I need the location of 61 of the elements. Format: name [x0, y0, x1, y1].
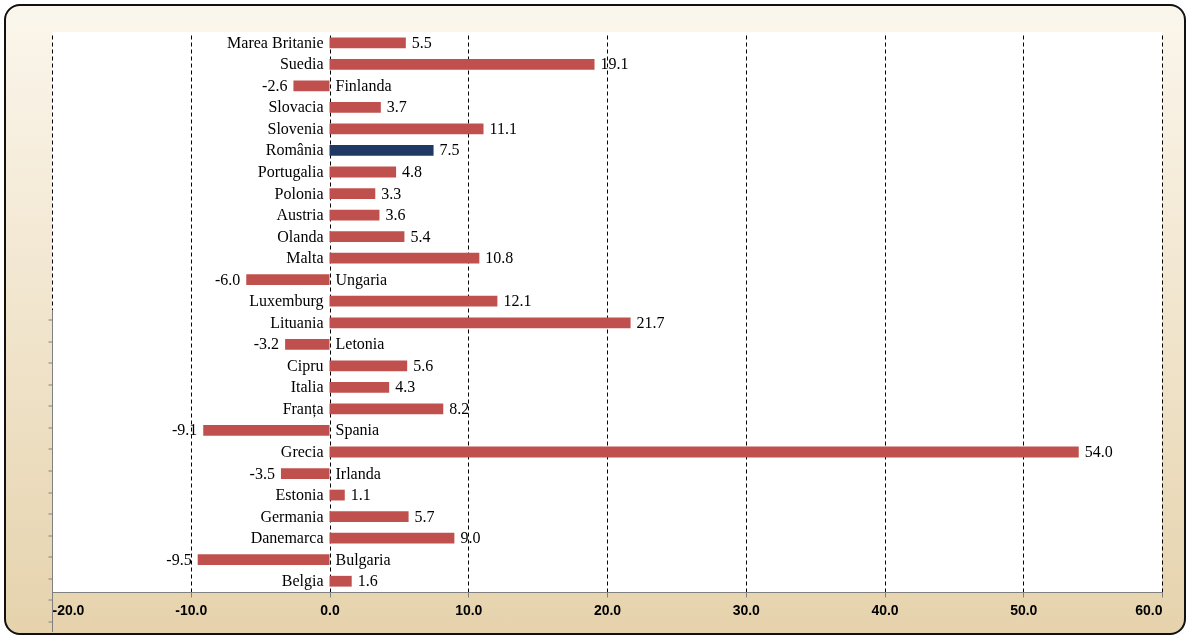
x-tick-label: 40.0	[871, 601, 899, 618]
y-tick-label: Luxemburg	[249, 292, 324, 311]
data-label: -9.5	[166, 550, 192, 568]
y-tick-label: Suedia	[279, 55, 324, 73]
data-label: -2.6	[262, 76, 288, 94]
y-tick-label: Olanda	[277, 227, 324, 245]
data-label: 5.7	[414, 507, 435, 525]
data-label: 9.0	[460, 529, 481, 547]
y-tick-label: Finlanda	[335, 76, 392, 94]
y-tick-label: Italia	[290, 378, 324, 396]
x-tick-label: 20.0	[593, 601, 622, 618]
data-label: 19.1	[600, 55, 629, 73]
data-label: 5.4	[410, 227, 431, 245]
data-label: 5.5	[411, 33, 432, 51]
data-label: 1.1	[350, 486, 371, 504]
x-tick-label: -10.0	[175, 601, 208, 618]
y-tick-label: Grecia	[280, 443, 324, 460]
x-tick-label: 60.0	[1135, 601, 1163, 618]
data-label: -3.2	[253, 335, 280, 353]
data-label: 4.3	[395, 378, 416, 396]
y-tick-label: Malta	[286, 249, 324, 267]
y-tick-label: Portugalia	[257, 163, 324, 181]
y-tick-label: Franța	[282, 399, 324, 418]
data-label: -9.1	[171, 421, 198, 439]
y-tick-label: Marea Britanie	[227, 33, 324, 51]
data-label: 7.5	[439, 141, 460, 159]
data-label: 21.7	[636, 313, 665, 331]
y-tick-label: Lituania	[270, 313, 324, 331]
y-tick-label: Spania	[335, 421, 380, 440]
data-label: 3.7	[386, 98, 407, 116]
data-label: 1.6	[357, 572, 378, 590]
y-tick-label: Cipru	[287, 356, 324, 375]
data-label: 8.2	[449, 399, 470, 417]
y-tick-label: Slovacia	[268, 98, 324, 116]
y-tick-label: Belgia	[281, 572, 324, 591]
y-tick-label: România	[265, 141, 324, 159]
data-label: -6.0	[214, 270, 241, 288]
y-tick-label: Slovenia	[267, 119, 324, 137]
data-label: -3.5	[249, 464, 275, 482]
y-tick-label: Ungaria	[335, 270, 388, 289]
x-tick-label: 0.0	[320, 601, 340, 618]
data-label: 5.6	[413, 356, 434, 374]
data-label: 3.6	[385, 206, 406, 224]
data-label: 11.1	[489, 119, 517, 137]
x-tick-label: -20.0	[52, 601, 85, 618]
data-label: 10.8	[485, 249, 514, 267]
y-tick-label: Danemarca	[250, 529, 324, 547]
x-tick-label: 10.0	[455, 601, 483, 618]
y-tick-label: Estonia	[275, 486, 324, 504]
data-label: 4.8	[402, 163, 423, 180]
data-label: 12.1	[503, 292, 532, 310]
y-tick-label: Bulgaria	[335, 550, 391, 569]
y-tick-label: Austria	[276, 206, 324, 224]
y-tick-label: Germania	[260, 507, 324, 525]
x-tick-label: 30.0	[732, 601, 761, 618]
x-tick-label: 50.0	[1010, 601, 1038, 618]
data-label: 3.3	[381, 184, 402, 202]
y-tick-label: Irlanda	[335, 464, 381, 482]
y-tick-label: Letonia	[335, 335, 385, 353]
y-tick-label: Polonia	[274, 184, 324, 202]
data-label: 54.0	[1084, 443, 1113, 460]
